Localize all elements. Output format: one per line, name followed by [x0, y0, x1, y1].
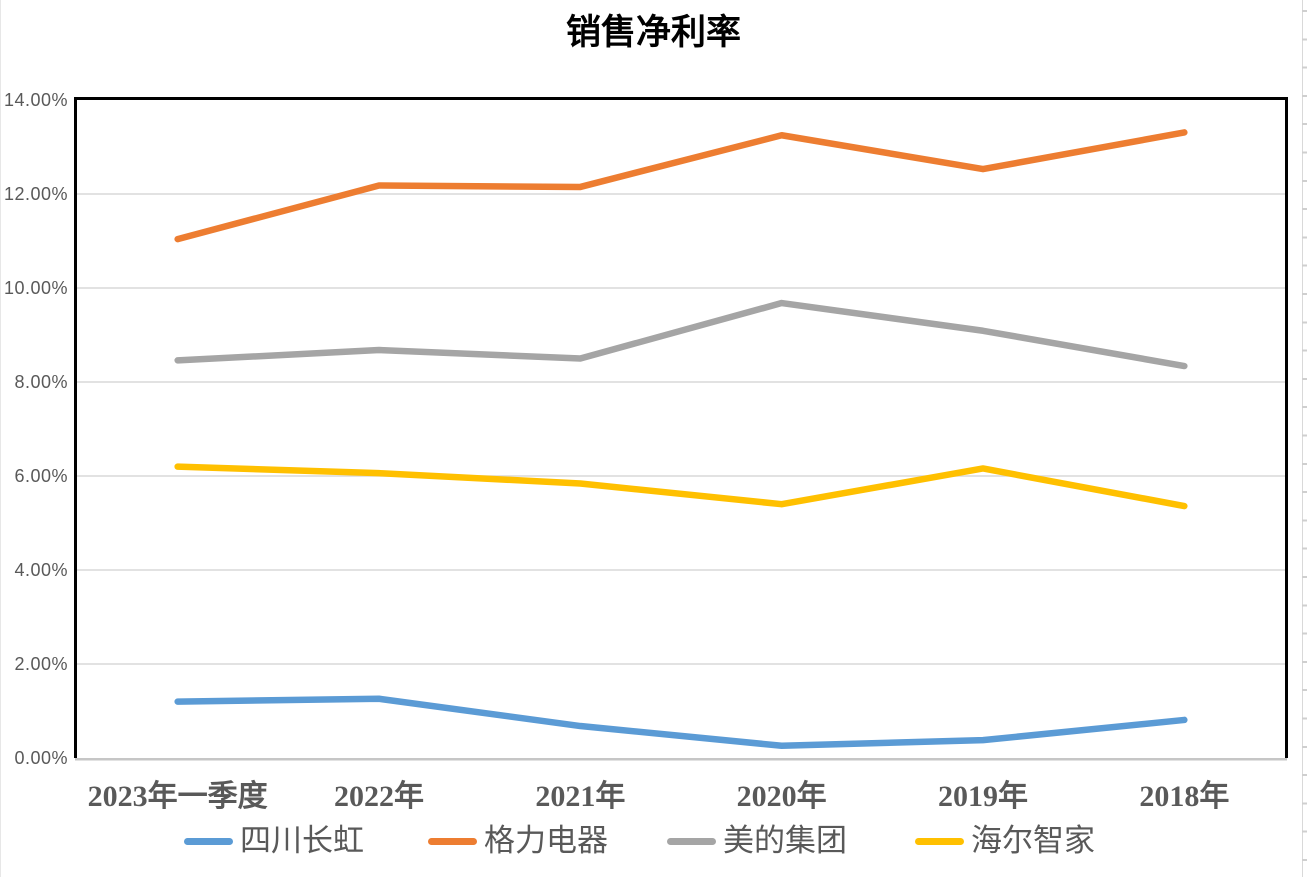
legend-line-swatch: [915, 837, 964, 845]
worksheet-row-gridline-ticks: [1302, 10, 1307, 877]
legend-label: 四川长虹: [240, 823, 364, 858]
series-line-1[interactable]: [174, 129, 1188, 243]
x-axis-category-label: 2023年一季度: [87, 780, 268, 813]
y-axis-tick-label: 0.00%: [14, 748, 68, 768]
x-axis-category-label: 2021年: [535, 780, 626, 813]
legend-label: 格力电器: [484, 823, 608, 858]
worksheet-gridline-left: [0, 0, 1, 877]
y-axis-tick-label: 4.00%: [14, 560, 68, 580]
legend-label: 海尔智家: [971, 823, 1095, 858]
legend-label: 美的集团: [723, 823, 847, 858]
legend-item-sichuan-changhong[interactable]: 四川长虹: [184, 820, 364, 862]
legend-item-midea-group[interactable]: 美的集团: [667, 820, 847, 862]
legend-item-haier-smart-home[interactable]: 海尔智家: [915, 820, 1095, 862]
y-axis-tick-label: 2.00%: [14, 654, 68, 674]
series-line-2[interactable]: [174, 299, 1188, 370]
x-axis-category-label: 2020年: [736, 780, 827, 813]
legend-line-swatch: [184, 837, 233, 845]
y-axis-tick-label: 10.00%: [3, 278, 68, 298]
x-axis-category-label: 2022年: [334, 780, 424, 813]
legend-item-gree-electric[interactable]: 格力电器: [428, 820, 608, 862]
y-axis-tick-label: 6.00%: [14, 466, 68, 486]
legend-line-swatch: [428, 837, 477, 845]
legend: 四川长虹 格力电器 美的集团 海尔智家: [0, 820, 1307, 862]
y-axis-tick-label: 14.00%: [3, 90, 68, 110]
y-axis-tick-label: 12.00%: [3, 184, 68, 204]
series-line-3[interactable]: [174, 463, 1188, 510]
y-axis-tick-label: 8.00%: [14, 372, 68, 392]
x-axis-category-label: 2019年: [938, 780, 1028, 813]
chart-title: 销售净利率: [565, 13, 741, 52]
x-axis-category-label: 2018年: [1139, 780, 1230, 813]
legend-line-swatch: [667, 837, 716, 845]
plot-border: [74, 97, 1288, 758]
series-line-0[interactable]: [174, 695, 1188, 750]
